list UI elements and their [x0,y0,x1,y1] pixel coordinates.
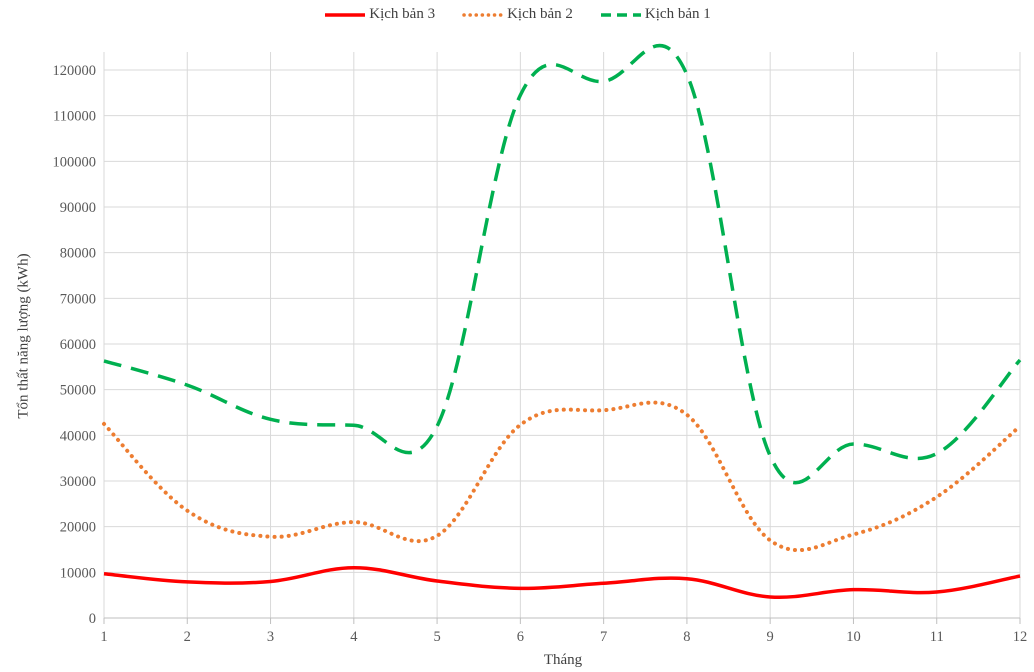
y-tick-label: 90000 [60,200,96,216]
y-axis-title: Tổn thất năng lượng (kWh) [15,253,32,419]
x-tick-label: 6 [517,629,524,645]
x-tick-label: 1 [100,629,107,645]
y-tick-label: 30000 [60,474,96,490]
x-tick-label: 2 [184,629,191,645]
y-tick-label: 10000 [60,565,96,581]
x-tick-label: 11 [930,629,944,645]
x-tick-label: 8 [683,629,690,645]
series-line-3 [103,44,1022,485]
y-tick-label: 100000 [53,154,97,170]
x-tick-label: 7 [600,629,607,645]
x-tick-label: 10 [846,629,861,645]
y-tick-label: 80000 [60,246,96,262]
y-tick-label: 120000 [53,63,97,79]
x-tick-label: 9 [767,629,774,645]
horizontal-gridlines [104,69,1020,573]
y-tick-label: 40000 [60,428,96,444]
series-line-2 [102,400,1022,553]
vertical-gridlines [103,52,1021,618]
y-tick-label: 110000 [53,109,96,125]
y-tick-label: 60000 [60,337,96,353]
legend-swatch-kich-ban-3 [325,12,366,17]
x-tick-label: 4 [350,629,358,645]
legend-swatch-kich-ban-2 [462,12,505,17]
legend-item-kich-ban-2: Kịch bản 2 [461,6,573,23]
series-lines [102,44,1022,600]
x-tick-labels: 1 2 3 4 5 6 7 8 9 10 11 12 [100,618,1027,645]
y-tick-labels: 0 10000 20000 30000 40000 50000 60000 70000 8000… [53,63,97,627]
legend-item-kich-ban-3: Kịch bản 3 [323,6,435,23]
y-tick-label: 50000 [60,383,96,399]
y-tick-label: 70000 [60,291,96,307]
series-line-1 [103,566,1021,600]
y-tick-label: 0 [89,611,96,627]
legend-item-kich-ban-1: Kịch bản 1 [599,6,711,23]
x-tick-label: 5 [433,629,440,645]
legend-swatch-kich-ban-1 [600,12,641,17]
y-tick-label: 20000 [60,520,96,536]
x-tick-label: 12 [1013,629,1028,645]
legend-label: Kịch bản 3 [369,6,436,22]
x-axis-title: Tháng [543,652,583,668]
legend: Kịch bản 3 Kịch bản 2 Kịch bản 1 [0,6,1034,23]
legend-label: Kịch bản 2 [507,6,573,22]
x-tick-label: 3 [267,629,274,645]
legend-label: Kịch bản 1 [644,6,711,22]
